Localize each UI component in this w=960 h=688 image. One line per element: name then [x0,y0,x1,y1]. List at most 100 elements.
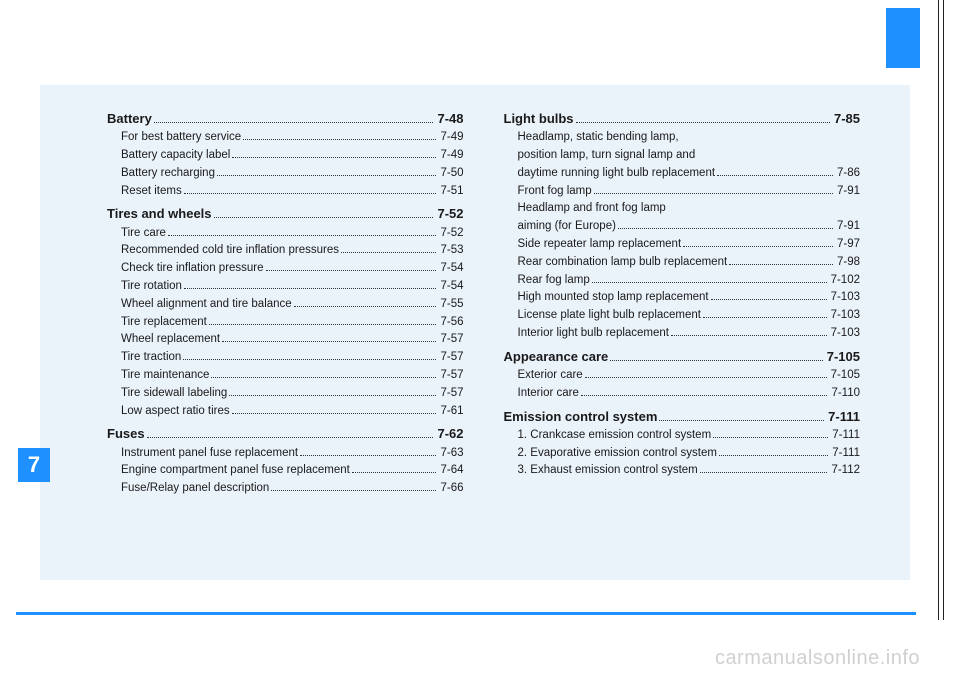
corner-tab [886,8,920,68]
toc-leader [729,264,833,265]
toc-section-page: 7-48 [435,109,463,129]
toc-entry-page: 7-112 [829,462,860,480]
toc-section: Light bulbs7-85 [504,109,861,129]
toc-leader [243,139,436,140]
toc-entry: Interior light bulb replacement 7-103 [504,325,861,343]
toc-entry: 3. Exhaust emission control system 7-112 [504,462,861,480]
toc-entry-label: Tire rotation [121,278,182,296]
toc-leader [271,490,436,491]
toc-entry-label: Recommended cold tire inflation pressure… [121,242,339,260]
toc-entry-label: Instrument panel fuse replacement [121,445,298,463]
toc-entry-label: Exterior care [518,367,583,385]
watermark-text: carmanualsonline.info [715,647,920,670]
toc-entry: Check tire inflation pressure7-54 [107,260,464,278]
toc-section: Appearance care7-105 [504,347,861,367]
toc-leader [352,472,437,473]
toc-leader [232,157,436,158]
toc-leader [700,472,828,473]
toc-entry-label: Tire care [121,225,166,243]
toc-entry: Tire sidewall labeling 7-57 [107,385,464,403]
toc-leader [594,193,833,194]
toc-entry-page: 7-103 [829,307,860,325]
toc-entry-label: Headlamp and front fog lamp [518,200,666,218]
toc-entry: Side repeater lamp replacement 7-97 [504,236,861,254]
toc-entry-continuation: Headlamp, static bending lamp, [504,129,861,147]
toc-leader [659,420,824,421]
toc-entry-label: High mounted stop lamp replacement [518,289,709,307]
toc-section-label: Battery [107,109,152,129]
toc-leader [300,455,436,456]
toc-entry-label: Front fog lamp [518,183,592,201]
toc-entry: aiming (for Europe)7-91 [504,218,861,236]
toc-left-column: Battery7-48For best battery service7-49B… [107,105,464,498]
toc-entry-label: Tire maintenance [121,367,209,385]
toc-leader [211,377,436,378]
toc-entry: Tire replacement7-56 [107,314,464,332]
toc-entry-label: Side repeater lamp replacement [518,236,682,254]
toc-leader [711,299,827,300]
page-edge-rules [938,0,944,620]
toc-leader [683,246,833,247]
toc-entry-label: position lamp, turn signal lamp and [518,147,696,165]
toc-entry-page: 7-111 [830,427,860,445]
toc-entry-label: Tire traction [121,349,181,367]
toc-entry: Tire traction 7-57 [107,349,464,367]
toc-entry: Exterior care 7-105 [504,367,861,385]
toc-entry-page: 7-103 [829,289,860,307]
toc-entry-label: Fuse/Relay panel description [121,480,269,498]
toc-entry: Battery capacity label7-49 [107,147,464,165]
toc-leader [585,377,827,378]
toc-entry-page: 7-105 [829,367,860,385]
toc-entry-page: 7-49 [438,129,463,147]
toc-entry-page: 7-57 [438,349,463,367]
toc-entry-page: 7-61 [438,403,463,421]
toc-entry-label: Interior light bulb replacement [518,325,670,343]
toc-entry: Engine compartment panel fuse replacemen… [107,462,464,480]
toc-leader [610,360,822,361]
toc-entry: Front fog lamp7-91 [504,183,861,201]
chapter-tab: 7 [18,448,50,482]
toc-section-label: Tires and wheels [107,204,212,224]
toc-entry-label: Tire sidewall labeling [121,385,227,403]
toc-entry-label: Battery recharging [121,165,215,183]
toc-entry-page: 7-53 [438,242,463,260]
chapter-number: 7 [28,452,40,478]
toc-leader [713,437,828,438]
toc-entry-page: 7-103 [829,325,860,343]
toc-leader [147,437,434,438]
toc-entry-label: 2. Evaporative emission control system [518,445,717,463]
toc-leader [341,252,437,253]
toc-entry-page: 7-63 [438,445,463,463]
toc-entry: 1. Crankcase emission control system7-11… [504,427,861,445]
toc-entry-label: Interior care [518,385,579,403]
toc-entry: daytime running light bulb replacement7-… [504,165,861,183]
toc-entry-page: 7-97 [835,236,860,254]
toc-leader [592,282,827,283]
toc-entry-label: Check tire inflation pressure [121,260,264,278]
page-container: Battery7-48For best battery service7-49B… [0,0,920,610]
toc-leader [618,228,833,229]
toc-entry-page: 7-110 [829,385,860,403]
toc-entry-page: 7-50 [438,165,463,183]
toc-section-page: 7-111 [826,407,860,427]
toc-entry-label: Rear fog lamp [518,272,590,290]
toc-entry-page: 7-102 [829,272,860,290]
bottom-rule [16,612,916,615]
toc-entry-page: 7-57 [438,385,463,403]
toc-entry-label: Low aspect ratio tires [121,403,230,421]
toc-leader [217,175,437,176]
toc-entry: For best battery service7-49 [107,129,464,147]
toc-entry-label: 3. Exhaust emission control system [518,462,698,480]
toc-leader [232,413,437,414]
toc-section-label: Fuses [107,424,145,444]
toc-leader [168,235,437,236]
toc-entry-page: 7-111 [830,445,860,463]
toc-right-column: Light bulbs7-85Headlamp, static bending … [504,105,861,498]
toc-entry: Rear combination lamp bulb replacement7-… [504,254,861,272]
toc-section: Fuses7-62 [107,424,464,444]
toc-section-page: 7-105 [825,347,860,367]
toc-leader [717,175,833,176]
toc-entry-page: 7-57 [438,331,463,349]
toc-entry: Fuse/Relay panel description7-66 [107,480,464,498]
toc-entry-label: Headlamp, static bending lamp, [518,129,679,147]
